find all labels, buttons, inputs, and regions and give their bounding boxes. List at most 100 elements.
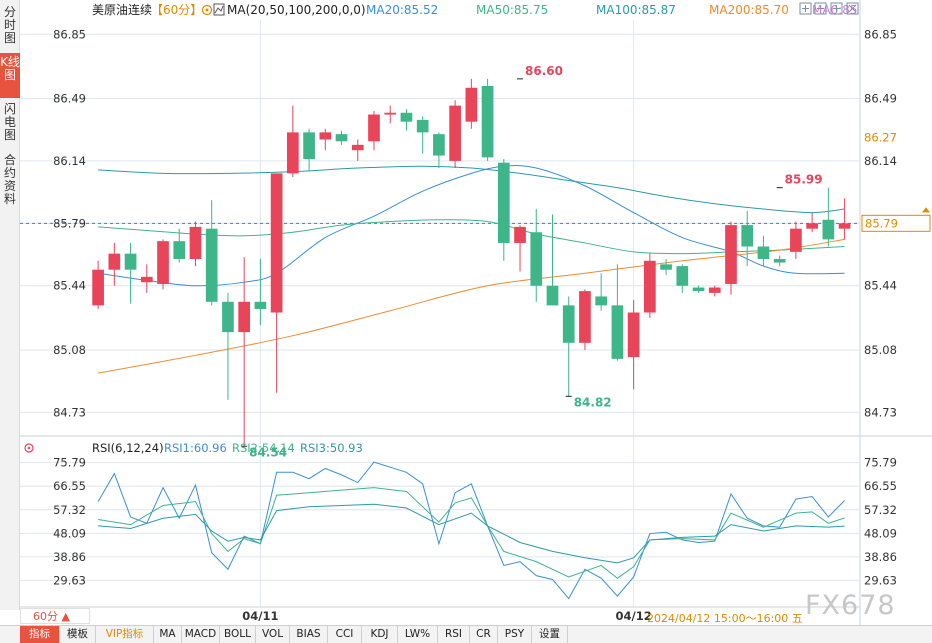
- candle-body: [449, 105, 461, 161]
- x-tick-label: 04/12: [616, 609, 652, 623]
- candle-body: [238, 301, 251, 333]
- rsi-tick-label-right: 38.86: [864, 550, 897, 564]
- settings-gear-icon[interactable]: [201, 4, 213, 16]
- y-tick-label-right: 86.49: [864, 91, 897, 105]
- candle-body: [546, 285, 559, 306]
- rsi-tick-label-right: 75.79: [864, 456, 897, 470]
- instrument-title: 美原油连续: [92, 2, 152, 17]
- rsi-value-label: RSI1:60.96: [164, 441, 227, 455]
- extreme-price-label: 84.82: [574, 395, 612, 409]
- indicator-tab[interactable]: MACD: [182, 626, 220, 643]
- candle-body: [530, 232, 543, 286]
- y-tick-label-left: 85.79: [53, 216, 86, 230]
- x-tick-label: 04/11: [242, 609, 278, 623]
- price-marker-label: 86.27: [864, 131, 897, 145]
- indicator-tab[interactable]: 模板: [60, 626, 96, 643]
- extreme-price-label: 84.54: [249, 445, 287, 459]
- ma-value-label: MA200:85.70: [709, 3, 789, 17]
- rsi-tick-label-left: 66.55: [53, 479, 86, 493]
- candle-body: [773, 258, 786, 263]
- indicator-tab[interactable]: PSY: [498, 626, 532, 643]
- candle-body: [416, 119, 429, 133]
- candle-body: [676, 266, 689, 286]
- candle: [205, 200, 218, 306]
- indicator-tab[interactable]: VIP指标: [96, 626, 154, 643]
- tab-timeshare-chart[interactable]: 分时图: [3, 5, 16, 45]
- y-tick-label-right: 86.14: [864, 154, 897, 168]
- rsi-line-rsi3: [98, 503, 845, 564]
- rsi-params-label: RSI(6,12,24): [92, 441, 164, 455]
- ma-line-ma50: [98, 219, 845, 255]
- indicator-tab[interactable]: 指标: [20, 626, 60, 643]
- ma-line-ma200: [98, 238, 845, 374]
- candle: [546, 214, 559, 306]
- indicator-tab[interactable]: 设置: [532, 626, 568, 643]
- ma-line-ma100: [98, 165, 845, 214]
- ma-values-legend: MA20:85.52 MA50:85.75 MA100:85.87 MA200:85.…: [366, 3, 858, 17]
- candle-body: [400, 112, 413, 122]
- candle: [254, 258, 267, 325]
- candle-body: [189, 226, 202, 259]
- indicator-tab[interactable]: MA: [154, 626, 182, 643]
- candle: [595, 273, 608, 311]
- y-tick-label-right: 84.73: [864, 405, 897, 419]
- candle: [319, 128, 332, 151]
- indicator-tab[interactable]: LW%: [398, 626, 438, 643]
- candle: [222, 292, 234, 400]
- indicator-tab[interactable]: BIAS: [290, 626, 328, 643]
- rsi-tick-label-right: 48.09: [864, 526, 897, 540]
- tab-kline-chart[interactable]: K线图: [0, 53, 20, 98]
- rsi-value-label: RSI2:54.14: [232, 441, 295, 455]
- last-price-box: [861, 214, 931, 232]
- candle: [611, 264, 624, 361]
- candle-body: [335, 134, 348, 142]
- tab-contract-info[interactable]: 合约资料: [3, 153, 16, 206]
- candle-body: [368, 114, 380, 142]
- indicator-tab[interactable]: CCI: [328, 626, 362, 643]
- indicator-tab[interactable]: RSI: [438, 626, 470, 643]
- rsi-tick-label-left: 48.09: [53, 526, 86, 540]
- candle-body: [319, 132, 332, 140]
- close-icon[interactable]: [846, 2, 859, 15]
- ma-toggle-icon[interactable]: [213, 3, 225, 16]
- candle-body: [384, 112, 397, 115]
- price-axis: 86.85 86.85 86.49 86.49 86.14 86.14 85.79 85.79…: [53, 27, 931, 623]
- tab-flash-chart[interactable]: 闪电图: [3, 102, 16, 142]
- candle: [238, 257, 251, 447]
- candle: [692, 285, 705, 293]
- chart-canvas[interactable]: 86.85 86.85 86.49 86.49 86.14 86.14 85.79 85.79…: [0, 0, 932, 625]
- candle: [644, 253, 656, 318]
- extreme-price-label: 86.60: [525, 64, 563, 78]
- rsi-value-label: RSI3:50.93: [300, 441, 363, 455]
- zoom-in-icon[interactable]: [830, 2, 843, 15]
- indicator-toggle-icon[interactable]: [24, 443, 34, 453]
- fullscreen-icon[interactable]: [799, 2, 812, 15]
- rsi-tick-label-left: 38.86: [53, 550, 86, 564]
- y-tick-label-right: 85.44: [864, 279, 897, 293]
- candle-body: [92, 269, 104, 306]
- indicator-tab[interactable]: KDJ: [362, 626, 398, 643]
- candle-body: [287, 132, 299, 174]
- candle: [806, 212, 818, 233]
- candle: [287, 105, 299, 177]
- indicator-tab[interactable]: CR: [470, 626, 498, 643]
- candle: [676, 264, 689, 293]
- rsi-tick-label-left: 29.63: [53, 573, 86, 587]
- period-selector[interactable]: 60分 ▲: [20, 608, 90, 624]
- indicator-tab[interactable]: VOL: [256, 626, 290, 643]
- candle: [92, 260, 104, 309]
- y-tick-label-left: 86.85: [53, 27, 86, 41]
- candle: [189, 221, 202, 267]
- rsi-tick-label-right: 29.63: [864, 573, 897, 587]
- indicator-tab[interactable]: BOLL: [220, 626, 256, 643]
- rsi-tick-label-left: 57.32: [53, 503, 86, 517]
- candle-body: [595, 296, 608, 306]
- zoom-out-icon[interactable]: [814, 2, 827, 15]
- last-price-label: 85.79: [865, 216, 898, 230]
- candle: [416, 116, 429, 154]
- candle-body: [433, 134, 445, 156]
- rsi-tick-label-right: 66.55: [864, 479, 897, 493]
- candle-body: [708, 287, 721, 293]
- candle: [303, 128, 315, 172]
- candle-body: [838, 223, 851, 229]
